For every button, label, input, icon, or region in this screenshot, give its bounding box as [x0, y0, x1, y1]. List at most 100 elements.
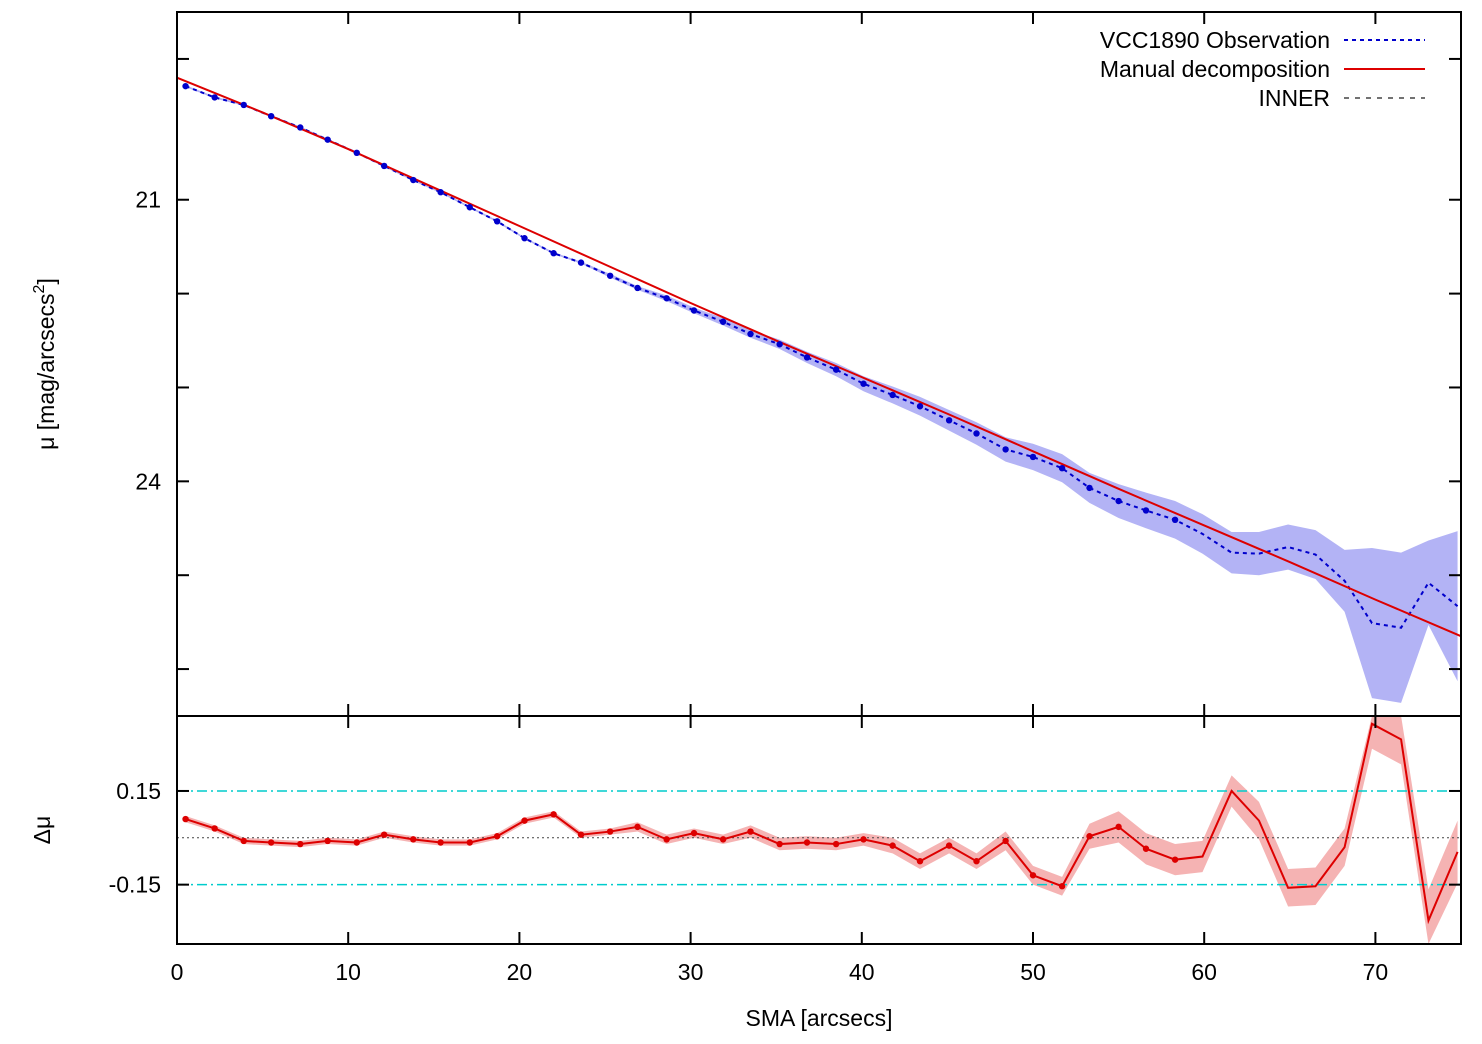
- observation-point: [550, 250, 557, 257]
- observation-point: [1086, 484, 1093, 492]
- profile-y-axis-label: μ [mag/arcsecs2]: [31, 278, 59, 450]
- observation-error-band: [185, 85, 1458, 703]
- observation-point: [663, 295, 670, 302]
- residual-point: [916, 858, 924, 865]
- residual-point: [380, 831, 388, 838]
- x-axis-label: SMA [arcsecs]: [746, 1005, 893, 1031]
- residual-reference-lines: [177, 790, 1461, 886]
- observation-point: [437, 189, 444, 196]
- observation-point: [916, 403, 924, 410]
- observation-point: [606, 272, 614, 279]
- legend-label: Manual decomposition: [1100, 56, 1330, 82]
- x-tick-label: 20: [507, 959, 533, 985]
- residual-point: [889, 842, 896, 849]
- residual-point: [1142, 845, 1150, 852]
- residual-point: [945, 842, 953, 849]
- observation-point: [182, 82, 189, 90]
- observation-point: [267, 112, 275, 120]
- y-tick-label: -0.15: [109, 872, 161, 898]
- observation-point: [634, 284, 641, 292]
- residual-point: [466, 839, 473, 846]
- observation-points: [182, 82, 1179, 524]
- residual-axis-ticks: [177, 716, 1461, 944]
- observation-point: [410, 176, 417, 184]
- residual-point: [832, 840, 840, 848]
- observation-point: [353, 149, 360, 156]
- x-tick-label: 40: [849, 959, 875, 985]
- residual-point: [410, 836, 417, 843]
- observation-point: [719, 318, 727, 325]
- residual-point: [1058, 883, 1066, 890]
- observation-point: [1115, 497, 1122, 505]
- model-line: [176, 76, 1462, 638]
- observation-point: [973, 430, 980, 437]
- observation-point: [690, 307, 698, 314]
- observation-point: [577, 259, 585, 266]
- observation-band: [185, 85, 1458, 703]
- residual-point: [860, 836, 867, 843]
- residual-point: [1002, 837, 1009, 845]
- residual-point: [776, 840, 783, 848]
- x-tick-label: 50: [1020, 959, 1046, 985]
- residual-point: [240, 837, 247, 845]
- residual-panel: 0.15 -0.15 0 10 20 30 40 50 60 70 Δμ SMA [arcsec…: [29, 715, 1462, 1031]
- residual-point: [1086, 833, 1093, 840]
- observation-point: [1058, 464, 1066, 472]
- observation-point: [889, 391, 896, 399]
- residual-point: [182, 815, 189, 823]
- observation-point: [1142, 507, 1150, 514]
- observation-point: [1171, 516, 1179, 524]
- residual-point: [521, 817, 528, 824]
- residual-point: [1115, 823, 1122, 831]
- observation-point: [324, 136, 331, 143]
- residual-error-band: [185, 716, 1458, 944]
- residual-point: [324, 837, 331, 845]
- residual-line: [185, 722, 1459, 925]
- profile-y-tick-labels: 21 24: [135, 187, 161, 495]
- residual-point: [211, 825, 218, 832]
- residual-band: [185, 716, 1458, 944]
- x-tick-label: 0: [171, 959, 184, 985]
- residual-point: [973, 858, 980, 865]
- residual-series: [182, 722, 1459, 925]
- y-tick-label: 0.15: [116, 778, 161, 804]
- observation-point: [776, 341, 783, 348]
- observation-point: [860, 380, 867, 387]
- residual-point: [1029, 872, 1037, 879]
- residual-point: [297, 840, 304, 848]
- residual-point: [437, 839, 444, 846]
- residual-y-tick-labels: 0.15 -0.15: [109, 778, 161, 898]
- observation-point: [240, 101, 247, 109]
- legend: VCC1890 Observation Manual decomposition I…: [1100, 27, 1425, 111]
- x-tick-labels: 0 10 20 30 40 50 60 70: [171, 959, 1389, 985]
- x-tick-label: 70: [1363, 959, 1389, 985]
- observation-point: [466, 204, 473, 211]
- observation-point: [1002, 446, 1009, 453]
- residual-point: [634, 823, 641, 831]
- y-tick-label: 24: [135, 468, 161, 494]
- residual-point: [606, 828, 614, 835]
- observation-point: [211, 94, 218, 101]
- x-tick-label: 30: [678, 959, 704, 985]
- legend-label: VCC1890 Observation: [1100, 27, 1330, 53]
- observation-line: [185, 85, 1459, 629]
- x-tick-label: 60: [1191, 959, 1217, 985]
- residual-point: [747, 828, 754, 835]
- residual-point: [663, 836, 670, 843]
- y-tick-label: 21: [135, 187, 161, 213]
- observation-point: [832, 366, 840, 373]
- residual-point: [577, 831, 585, 838]
- observation-point: [493, 218, 501, 225]
- residual-y-axis-label: Δμ: [29, 816, 55, 845]
- x-tick-label: 10: [335, 959, 361, 985]
- observation-point: [521, 235, 528, 242]
- profile-series: [176, 76, 1462, 638]
- residual-plot-frame: [176, 715, 1462, 945]
- observation-point: [380, 162, 388, 170]
- observation-point: [945, 417, 953, 424]
- observation-point: [1029, 453, 1037, 461]
- residual-point: [493, 833, 501, 840]
- residual-point: [267, 839, 275, 846]
- residual-point: [1171, 856, 1179, 863]
